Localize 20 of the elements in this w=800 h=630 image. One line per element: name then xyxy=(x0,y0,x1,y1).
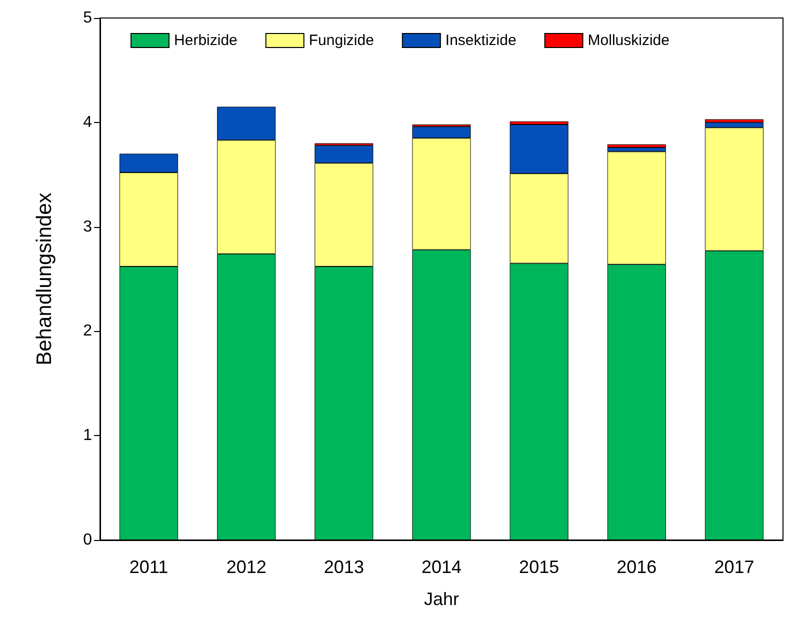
legend-label: Insektizide xyxy=(445,32,516,49)
y-tick-label: 1 xyxy=(83,427,92,444)
y-tick-label: 2 xyxy=(83,322,92,340)
legend-label: Fungizide xyxy=(308,32,374,49)
legend-label: Herbizide xyxy=(174,32,238,49)
x-tick-label: 2013 xyxy=(324,557,364,577)
x-axis-title: Jahr xyxy=(424,589,460,609)
legend-label: Molluskizide xyxy=(588,32,670,49)
y-axis-title: Behandlungsindex xyxy=(33,192,56,366)
y-tick-label: 5 xyxy=(83,10,92,26)
x-tick-label: 2011 xyxy=(129,557,168,577)
y-tick-label: 4 xyxy=(83,114,92,131)
x-tick-label: 2017 xyxy=(714,557,754,577)
x-tick-label: 2016 xyxy=(616,557,657,577)
x-tick-label: 2014 xyxy=(421,557,462,577)
y-tick-label: 0 xyxy=(83,532,92,548)
bar xyxy=(607,144,666,148)
y-tick-label: 3 xyxy=(83,218,92,236)
x-tick-label: 2012 xyxy=(226,557,266,577)
x-tick-label: 2015 xyxy=(519,557,560,577)
